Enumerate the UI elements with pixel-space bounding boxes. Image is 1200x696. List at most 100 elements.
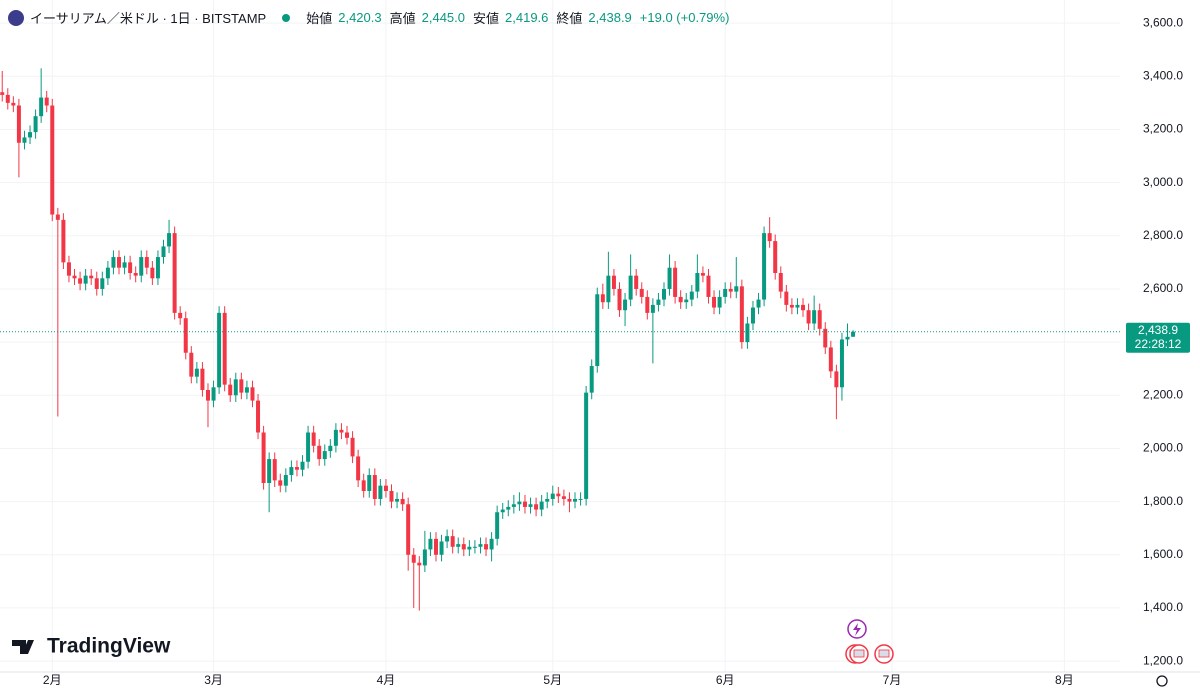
candle-body [33,116,38,133]
candle-body [356,456,361,481]
candle-body [795,304,800,308]
x-tick-label: 3月 [204,673,223,687]
candle-body [311,432,316,446]
candle-body [628,275,633,300]
candle-body [22,137,27,143]
candle-body [495,512,500,539]
price-tag-countdown: 22:28:12 [1135,337,1182,351]
candle-body [339,429,344,433]
candle-body [522,501,527,507]
candle-body [367,475,372,491]
candle-body [217,312,222,388]
candle-body [289,467,294,476]
candle-body [645,296,650,313]
candle-body [150,267,155,279]
candle-body [278,480,283,486]
price-tag-value: 2,438.9 [1138,323,1178,337]
candle-body [650,304,655,313]
candle-body [851,331,856,337]
candle-body [717,296,722,308]
ohlc-label: 安値 [473,11,500,26]
candle-body [117,257,122,268]
candle-body [422,549,427,566]
candle-body [700,273,705,276]
candle-body [639,288,644,297]
ohlc-label: 高値 [389,11,416,26]
x-tick-label: 8月 [1055,673,1074,687]
candle-body [28,132,33,138]
candle-body [489,538,494,550]
symbol-title[interactable]: イーサリアム／米ドル · 1日 · BITSTAMP [30,11,267,26]
candle-body [789,304,794,308]
candle-body [617,288,622,311]
candle-body [294,467,299,470]
candle-body [845,336,850,340]
candle-body [745,323,750,343]
ohlc-value: 2,445.0 [421,10,465,25]
event-flag [853,649,865,658]
candle-body [706,275,711,297]
candle-body [433,538,438,555]
candle-body [834,371,839,388]
candle-body [573,498,578,502]
candle-body [739,286,744,343]
ohlc-value: 2,419.6 [505,10,549,25]
candle-body [506,506,511,510]
candle-body [244,387,249,393]
candle-body [450,536,455,547]
candle-body [105,267,110,279]
candle-body [322,451,327,460]
candle-body [44,97,49,106]
candle-body [773,241,778,273]
candle-body [778,273,783,292]
candle-body [194,368,199,377]
candle-body [584,392,589,499]
ohlc-value: 2,420.3 [338,10,382,25]
candle-body [756,299,761,308]
candle-body [306,432,311,462]
candle-body [534,504,539,510]
candle-body [233,379,238,396]
candle-body [389,490,394,502]
candle-body [539,501,544,510]
candle-body [762,233,767,300]
candle-body [472,546,477,548]
candle-body [695,273,700,292]
candle-body [589,366,594,393]
candle-body [200,368,205,390]
candle-body [411,554,416,563]
candle-body [372,475,377,499]
y-tick-label: 3,200.0 [1143,122,1183,136]
candle-body [361,480,366,491]
coin-icon [8,9,24,26]
candle-body [66,262,71,276]
candle-body [5,94,10,103]
candle-body [461,544,466,550]
status-dot [282,13,291,22]
settings-icon[interactable] [1156,675,1168,687]
candle-body [656,299,661,305]
candle-body [428,538,433,550]
candle-body [812,310,817,324]
candle-body [395,498,400,502]
candle-body [417,562,422,566]
plot-background [0,0,1120,672]
candle-body [211,387,216,401]
candle-body [750,307,755,324]
candle-body [167,233,172,247]
candle-body [155,257,160,279]
y-tick-label: 3,600.0 [1143,15,1183,29]
watermark: TradingView [47,635,171,658]
candle-body [550,493,555,499]
candle-body [11,102,16,106]
candle-body [517,501,522,505]
candle-body [172,233,177,313]
logo-mark [12,640,34,654]
candle-body [839,339,844,388]
candle-body [328,445,333,452]
candle-body [606,275,611,303]
y-tick-label: 2,600.0 [1143,281,1183,295]
candle-body [183,318,188,353]
candle-body [267,459,272,483]
candle-body [678,296,683,303]
